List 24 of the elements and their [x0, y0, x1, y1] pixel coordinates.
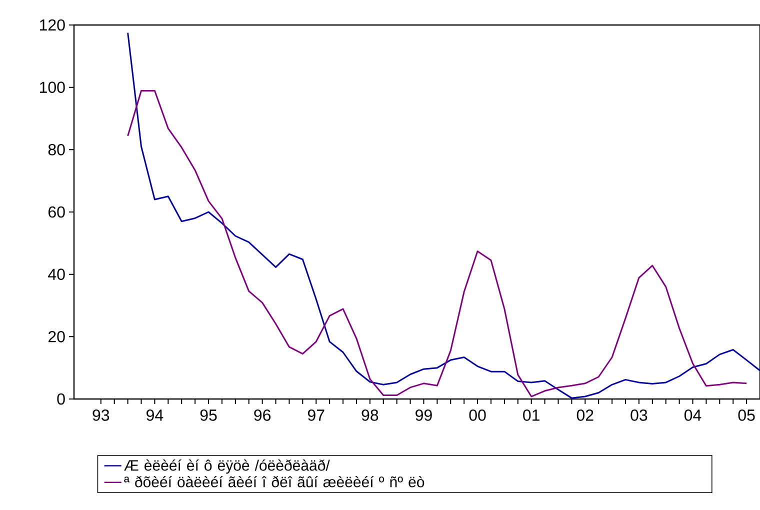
y-tick-label: 80	[48, 144, 65, 156]
y-tick-label: 20	[48, 331, 65, 342]
x-tick-label: 96	[254, 410, 271, 421]
x-tick-label: 05	[738, 410, 755, 421]
x-tick-label: 04	[684, 410, 702, 421]
legend-label: ª ðõèéí öàëèéí ãèéí î ðëî ãûí æèëèéí º ñº ëò	[124, 476, 424, 488]
x-tick-label: 99	[416, 410, 432, 421]
x-tick-label: 94	[146, 410, 164, 421]
line-series	[127, 32, 760, 399]
x-tick-label: 98	[362, 410, 378, 421]
y-tick-label: 120	[40, 19, 65, 31]
x-tick-label: 02	[576, 410, 594, 421]
x-tick-label: 00	[469, 410, 486, 421]
y-tick-label: 60	[48, 206, 65, 218]
x-tick-label: 01	[523, 410, 540, 421]
line-series	[127, 90, 748, 398]
y-tick-label: 40	[48, 268, 65, 280]
y-tick-label: 0	[57, 393, 65, 405]
x-tick-label: 03	[630, 410, 648, 421]
y-tick-label: 100	[40, 82, 65, 93]
x-tick-label: 93	[92, 410, 110, 421]
legend-label: Æ èëèéí èí ô ëÿöè /óëèðëàäð/	[124, 459, 330, 474]
x-tick-label: 95	[200, 410, 217, 421]
x-tick-label: 97	[308, 410, 324, 421]
